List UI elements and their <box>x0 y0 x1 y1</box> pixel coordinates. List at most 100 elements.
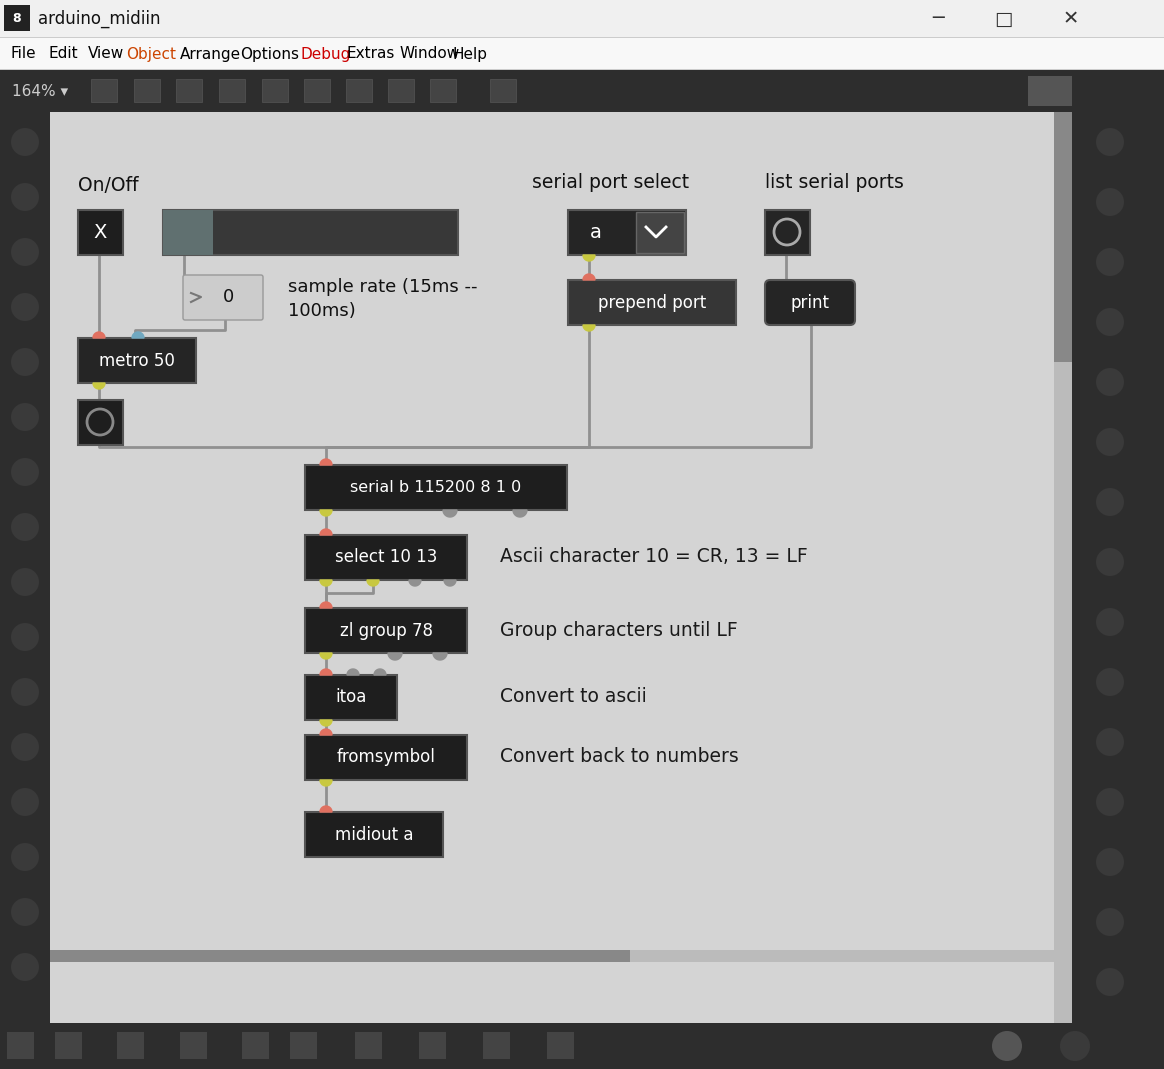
Polygon shape <box>513 510 527 517</box>
Circle shape <box>1096 308 1124 336</box>
Text: serial port select: serial port select <box>532 173 689 192</box>
Bar <box>765 210 810 255</box>
Polygon shape <box>132 332 144 338</box>
Polygon shape <box>320 580 332 586</box>
Polygon shape <box>320 602 332 608</box>
Bar <box>304 79 331 102</box>
Text: Convert to ascii: Convert to ascii <box>501 687 647 707</box>
Polygon shape <box>320 780 332 786</box>
Text: Options: Options <box>240 46 299 62</box>
Text: View: View <box>87 46 123 62</box>
Bar <box>547 1032 574 1059</box>
Text: fromsymbol: fromsymbol <box>336 748 435 766</box>
Circle shape <box>1096 128 1124 156</box>
Bar <box>305 812 443 857</box>
Bar <box>483 1032 510 1059</box>
Circle shape <box>1096 668 1124 696</box>
Text: ✕: ✕ <box>1063 10 1079 29</box>
Polygon shape <box>320 721 332 726</box>
Circle shape <box>1096 368 1124 396</box>
Text: select 10 13: select 10 13 <box>335 548 438 567</box>
Bar <box>0 38 1164 69</box>
Circle shape <box>1060 1031 1090 1062</box>
Polygon shape <box>93 332 105 338</box>
Text: □: □ <box>994 10 1013 29</box>
Bar <box>176 79 203 102</box>
Circle shape <box>1096 428 1124 456</box>
Text: midiout a: midiout a <box>335 825 413 843</box>
Bar <box>419 1032 446 1059</box>
Bar <box>219 79 244 102</box>
Text: zl group 78: zl group 78 <box>340 621 433 639</box>
Circle shape <box>1096 248 1124 276</box>
Bar <box>0 69 1164 112</box>
Text: Extras: Extras <box>347 46 395 62</box>
Text: 0: 0 <box>222 289 234 307</box>
Circle shape <box>1096 728 1124 756</box>
Bar <box>50 950 630 962</box>
Circle shape <box>10 898 40 926</box>
Bar <box>388 79 414 102</box>
Bar <box>1053 112 1072 1023</box>
Circle shape <box>10 128 40 156</box>
Polygon shape <box>320 729 332 735</box>
Bar <box>55 1032 81 1059</box>
Bar <box>7 1032 34 1059</box>
Text: Ascii character 10 = CR, 13 = LF: Ascii character 10 = CR, 13 = LF <box>501 547 808 567</box>
Polygon shape <box>443 580 456 586</box>
Text: Help: Help <box>453 46 488 62</box>
Circle shape <box>10 952 40 981</box>
Circle shape <box>10 843 40 871</box>
Text: sample rate (15ms --
100ms): sample rate (15ms -- 100ms) <box>288 278 477 320</box>
Bar <box>305 735 467 780</box>
FancyBboxPatch shape <box>765 280 856 325</box>
Bar <box>91 79 118 102</box>
Circle shape <box>1096 188 1124 216</box>
Circle shape <box>1096 969 1124 996</box>
Bar <box>0 0 1164 38</box>
Polygon shape <box>367 580 379 586</box>
Text: itoa: itoa <box>335 688 367 707</box>
Circle shape <box>10 183 40 211</box>
Text: a: a <box>590 223 602 242</box>
Text: Window: Window <box>399 46 460 62</box>
Bar <box>78 338 196 383</box>
Circle shape <box>1096 548 1124 576</box>
Bar <box>490 79 516 102</box>
Bar <box>242 1032 269 1059</box>
Text: 164% ▾: 164% ▾ <box>12 83 69 98</box>
Polygon shape <box>443 510 457 517</box>
Polygon shape <box>409 580 421 586</box>
Polygon shape <box>374 669 386 675</box>
Text: Object: Object <box>127 46 177 62</box>
Polygon shape <box>583 325 595 331</box>
Text: serial b 115200 8 1 0: serial b 115200 8 1 0 <box>350 480 521 495</box>
Text: Group characters until LF: Group characters until LF <box>501 620 738 639</box>
Polygon shape <box>320 510 332 516</box>
Text: arduino_midiin: arduino_midiin <box>38 10 161 28</box>
Circle shape <box>1096 489 1124 516</box>
Bar <box>0 1023 1164 1069</box>
Bar <box>1072 112 1164 1023</box>
Bar <box>50 950 1072 962</box>
Text: Arrange: Arrange <box>179 46 241 62</box>
Text: metro 50: metro 50 <box>99 352 175 370</box>
Text: File: File <box>10 46 36 62</box>
Bar <box>290 1032 317 1059</box>
Circle shape <box>992 1031 1022 1062</box>
Bar <box>568 210 686 255</box>
Circle shape <box>10 513 40 541</box>
Text: On/Off: On/Off <box>78 176 139 195</box>
Circle shape <box>10 348 40 376</box>
Bar <box>134 79 159 102</box>
Polygon shape <box>320 529 332 534</box>
Text: X: X <box>94 223 107 242</box>
Circle shape <box>10 403 40 431</box>
Circle shape <box>10 788 40 816</box>
Bar <box>305 465 567 510</box>
Circle shape <box>10 733 40 761</box>
Bar <box>305 534 467 580</box>
Polygon shape <box>347 669 359 675</box>
Bar <box>346 79 372 102</box>
Bar <box>163 210 213 255</box>
